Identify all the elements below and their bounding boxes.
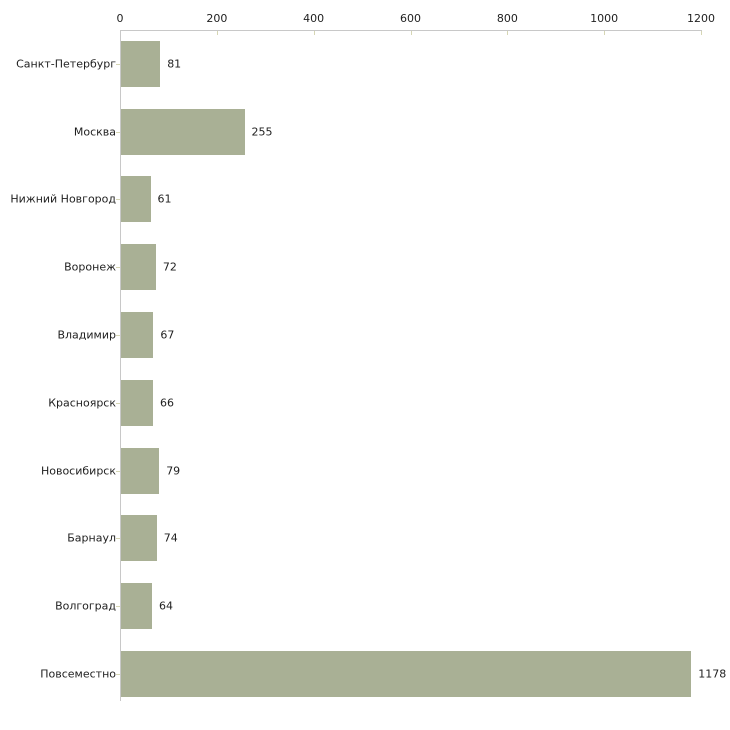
x-axis-line: [120, 30, 702, 31]
value-label: 74: [163, 531, 178, 545]
value-label: 61: [157, 192, 172, 206]
category-tick-mark: [116, 199, 120, 201]
bar-row: Владимир 67: [0, 301, 730, 369]
x-tick-label: 1000: [590, 12, 619, 25]
bar-row: Новосибирск 79: [0, 437, 730, 505]
x-tick-mark: [216, 31, 218, 35]
x-tick-mark: [313, 31, 315, 35]
x-tick-label: 600: [400, 12, 421, 25]
value-label: 66: [160, 396, 174, 410]
x-tick-mark: [701, 31, 702, 35]
value-label: 1178: [698, 667, 727, 681]
bar: [121, 515, 157, 562]
category-label: Москва: [73, 125, 116, 139]
category-label: Красноярск: [48, 396, 116, 410]
category-tick-mark: [116, 538, 120, 540]
category-label: Нижний Новгород: [10, 192, 116, 206]
y-axis-line: [120, 30, 121, 701]
bar: [121, 379, 153, 426]
category-label: Владимир: [57, 328, 116, 342]
value-label: 255: [251, 125, 273, 139]
x-tick-label: 200: [206, 12, 228, 25]
category-tick-mark: [116, 63, 120, 65]
x-tick-label: 1200: [687, 12, 715, 25]
x-tick-label: 400: [303, 12, 325, 25]
bar: [121, 40, 161, 87]
category-label: Новосибирск: [40, 464, 116, 478]
bar: [121, 244, 156, 291]
x-tick-mark: [410, 31, 412, 35]
value-label: 64: [159, 599, 173, 613]
x-tick-mark: [604, 31, 606, 35]
bar: [121, 651, 692, 698]
bar-row: Красноярск 66: [0, 369, 730, 437]
category-tick-mark: [116, 606, 120, 608]
category-tick-mark: [116, 267, 120, 269]
bar-row: Воронеж 72: [0, 233, 730, 301]
bar-row: Волгоград 64: [0, 572, 730, 640]
value-label: 79: [166, 464, 181, 478]
bar: [121, 312, 154, 359]
bar: [121, 583, 152, 630]
x-tick-label: 0: [116, 12, 124, 25]
bar-row: Нижний Новгород 61: [0, 166, 730, 234]
x-tick-mark: [507, 31, 509, 35]
bar-row: Санкт-Петербург 81: [0, 30, 730, 98]
bar-row: Москва 255: [0, 98, 730, 166]
bar-row: Повсеместно 1178: [0, 640, 730, 708]
category-tick-mark: [116, 131, 120, 133]
category-label: Воронеж: [64, 260, 116, 274]
bar-row: Барнаул 74: [0, 505, 730, 573]
category-tick-mark: [116, 402, 120, 404]
category-tick-mark: [116, 470, 120, 472]
category-label: Барнаул: [67, 531, 116, 545]
category-tick-mark: [116, 674, 120, 676]
value-label: 67: [160, 328, 175, 342]
value-label: 72: [162, 260, 177, 274]
category-tick-mark: [116, 335, 120, 337]
bar: [121, 108, 245, 155]
x-tick-label: 800: [496, 12, 518, 25]
category-label: Волгоград: [55, 599, 116, 613]
category-label: Повсеместно: [40, 667, 116, 681]
value-label: 81: [167, 57, 182, 71]
category-label: Санкт-Петербург: [16, 57, 116, 71]
bar: [121, 176, 151, 223]
bar: [121, 447, 160, 494]
